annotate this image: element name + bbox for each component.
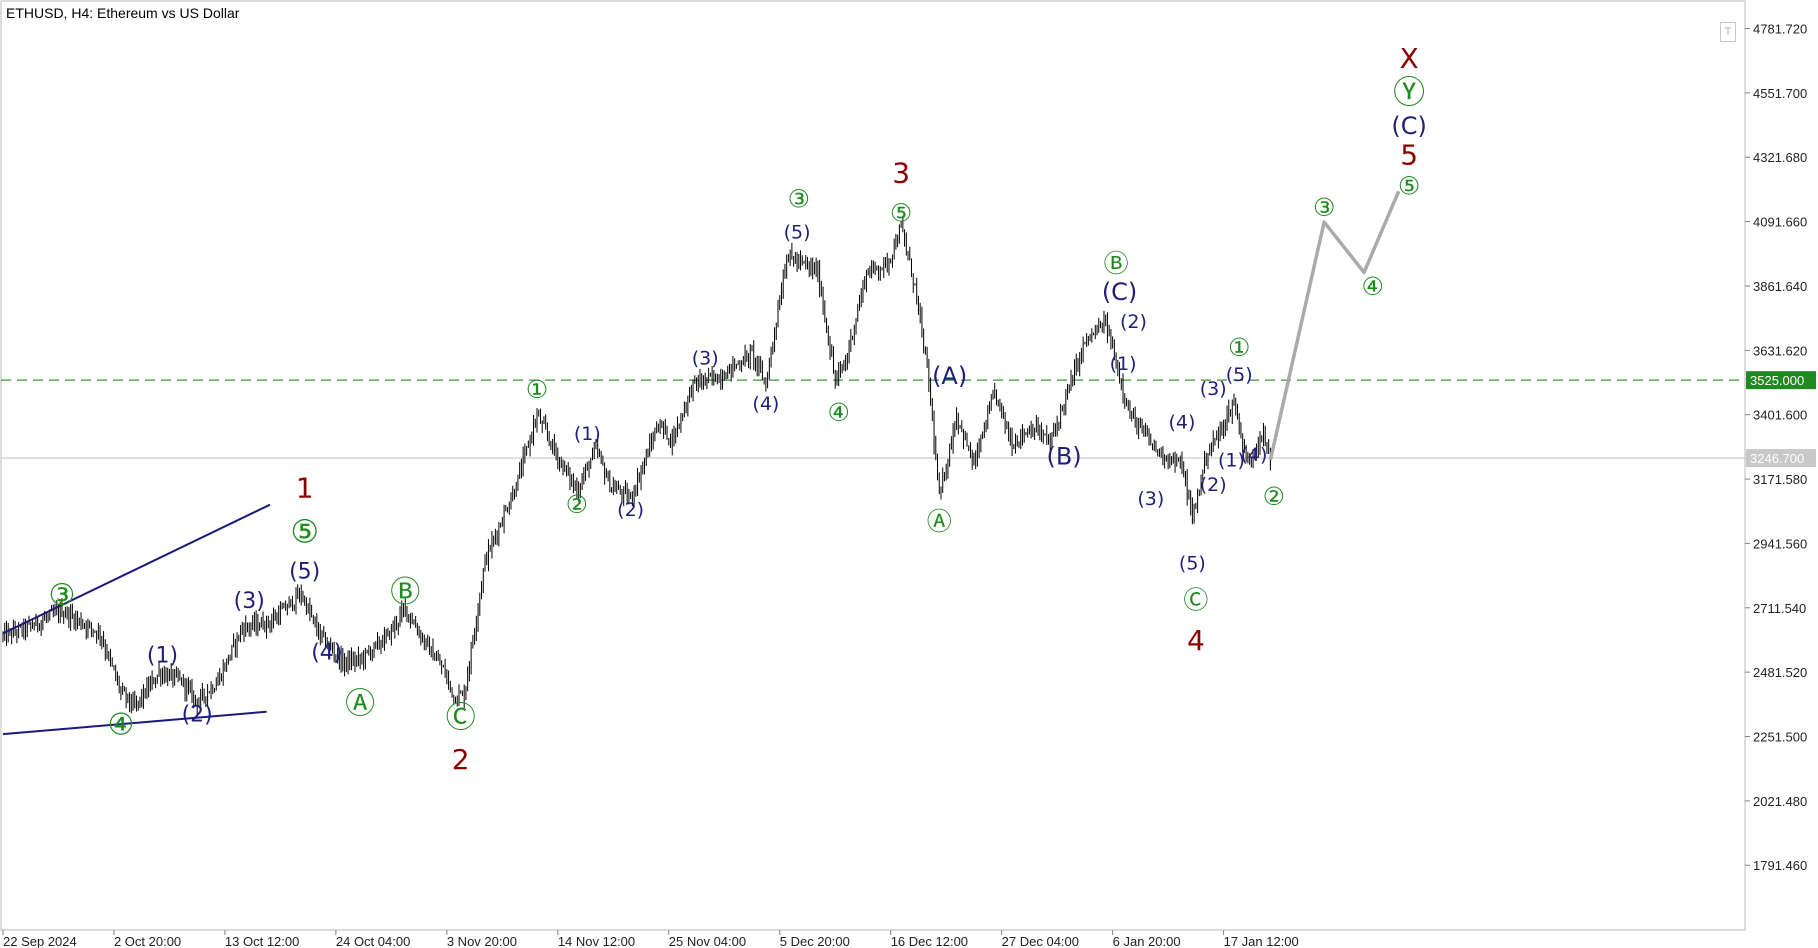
wave-label: (2)	[1200, 474, 1227, 496]
wave-label: (5)	[289, 559, 320, 584]
wave-label: (2)	[1120, 311, 1147, 333]
x-tick-label: 3 Nov 20:00	[447, 934, 517, 948]
wave-label: (B)	[1046, 443, 1081, 471]
wave-label: ③	[1313, 193, 1335, 222]
current-price-label: 3246.700	[1750, 451, 1804, 466]
trade-panel-toggle-icon[interactable]: T	[1720, 22, 1736, 42]
y-tick-label: 3861.640	[1753, 279, 1807, 294]
x-tick-label: 13 Oct 12:00	[225, 934, 299, 948]
y-tick-label: 3401.600	[1753, 408, 1807, 423]
current-price-tag	[1746, 449, 1816, 468]
y-tick-label: 4781.720	[1753, 22, 1807, 37]
wave-label: (4)	[311, 640, 342, 665]
projection-line	[1268, 190, 1401, 461]
wave-label: ⑤	[290, 512, 319, 550]
x-axis: 22 Sep 2024 2 Oct 20:00 13 Oct 12:00 24 Oct…	[1, 929, 1745, 948]
wave-label: (3)	[1200, 378, 1227, 400]
wave-label: (4)	[1241, 444, 1268, 466]
wave-label: (A)	[932, 362, 967, 390]
wave-label: ⑤	[890, 199, 912, 228]
wave-label: (4)	[1169, 412, 1196, 434]
wave-label: Ⓑ	[1104, 249, 1129, 278]
wave-label: (C)	[1102, 278, 1137, 306]
y-tick-label: 2251.500	[1753, 730, 1807, 745]
wave-label: (1)	[1218, 450, 1245, 472]
y-tick-label: 3171.580	[1753, 472, 1807, 487]
wave-label: Ⓐ	[345, 687, 375, 722]
x-tick-label: 25 Nov 04:00	[669, 934, 746, 948]
wave-label: (C)	[1391, 112, 1426, 140]
wave-label: ④	[107, 708, 134, 743]
x-tick-label: 14 Nov 12:00	[558, 934, 635, 948]
wave-label: ④	[827, 398, 849, 427]
trend-lines	[2, 503, 271, 736]
x-tick-label: 6 Jan 20:00	[1113, 934, 1181, 948]
wave-label: (1)	[147, 643, 178, 668]
wave-label: ④	[1361, 272, 1383, 301]
y-axis: 4781.720 4551.700 4321.680 4091.660 3861.640…	[1744, 1, 1816, 930]
x-tick-label: 27 Dec 04:00	[1002, 934, 1079, 948]
y-tick-label: 2711.540	[1753, 601, 1806, 616]
wave-label: (5)	[784, 221, 811, 243]
wave-label: (2)	[617, 499, 644, 521]
wave-label: Ⓑ	[390, 575, 420, 610]
x-tick-label: 16 Dec 12:00	[891, 934, 968, 948]
wave-label: (5)	[1226, 364, 1253, 386]
x-tick-label: 22 Sep 2024	[3, 934, 77, 948]
y-tick-label: 3631.620	[1753, 343, 1807, 358]
wave-label: 5	[1400, 139, 1418, 172]
y-tick-label: 1791.460	[1753, 858, 1807, 873]
wave-label: ②	[566, 490, 588, 519]
y-tick-label: 4551.700	[1753, 86, 1807, 101]
y-tick-label: 2481.520	[1753, 665, 1807, 680]
wave-label: ⑤	[1398, 171, 1420, 200]
wave-label: (5)	[1179, 552, 1206, 574]
y-tick-label: 2021.480	[1753, 794, 1807, 809]
wave-label: Ⓨ	[1393, 73, 1425, 111]
wave-label: Ⓐ	[927, 507, 952, 536]
wave-label: Ⓒ	[1183, 585, 1208, 614]
target-price-tag	[1746, 371, 1816, 390]
target-price-label: 3525.000	[1750, 373, 1804, 388]
y-tick-label: 4321.680	[1753, 150, 1807, 165]
wave-label: (3)	[692, 347, 719, 369]
wave-label: 2	[452, 743, 470, 776]
wave-label: Ⓒ	[446, 701, 476, 736]
projection-path	[1268, 190, 1401, 461]
wave-label: 3	[892, 156, 910, 189]
y-tick-label: 2941.560	[1753, 536, 1807, 551]
wave-label: ②	[1263, 482, 1285, 511]
price-bars	[2, 215, 1271, 717]
trend-line	[2, 503, 271, 635]
wave-label: ①	[1228, 333, 1250, 362]
price-levels	[1, 379, 1745, 459]
wave-label: (2)	[182, 703, 213, 728]
plot-frame	[0, 0, 1746, 931]
wave-label: ③	[788, 185, 810, 214]
wave-label: X	[1400, 42, 1419, 75]
trend-line	[2, 710, 267, 736]
wave-label: (3)	[234, 589, 265, 614]
wave-label: (3)	[1137, 488, 1164, 510]
wave-label: 1	[296, 472, 314, 505]
wave-label: 4	[1187, 624, 1205, 657]
x-tick-label: 24 Oct 04:00	[336, 934, 410, 948]
x-tick-label: 17 Jan 12:00	[1224, 934, 1299, 948]
wave-label: (1)	[574, 423, 601, 445]
chart-title: ETHUSD, H4: Ethereum vs US Dollar	[6, 5, 240, 21]
wave-label: ③	[48, 578, 75, 613]
wave-label: ①	[526, 375, 548, 404]
wave-label: (4)	[752, 393, 779, 415]
x-tick-label: 2 Oct 20:00	[114, 934, 181, 948]
y-tick-label: 4091.660	[1753, 215, 1807, 230]
x-tick-label: 5 Dec 20:00	[780, 934, 850, 948]
wave-label: (1)	[1110, 353, 1137, 375]
